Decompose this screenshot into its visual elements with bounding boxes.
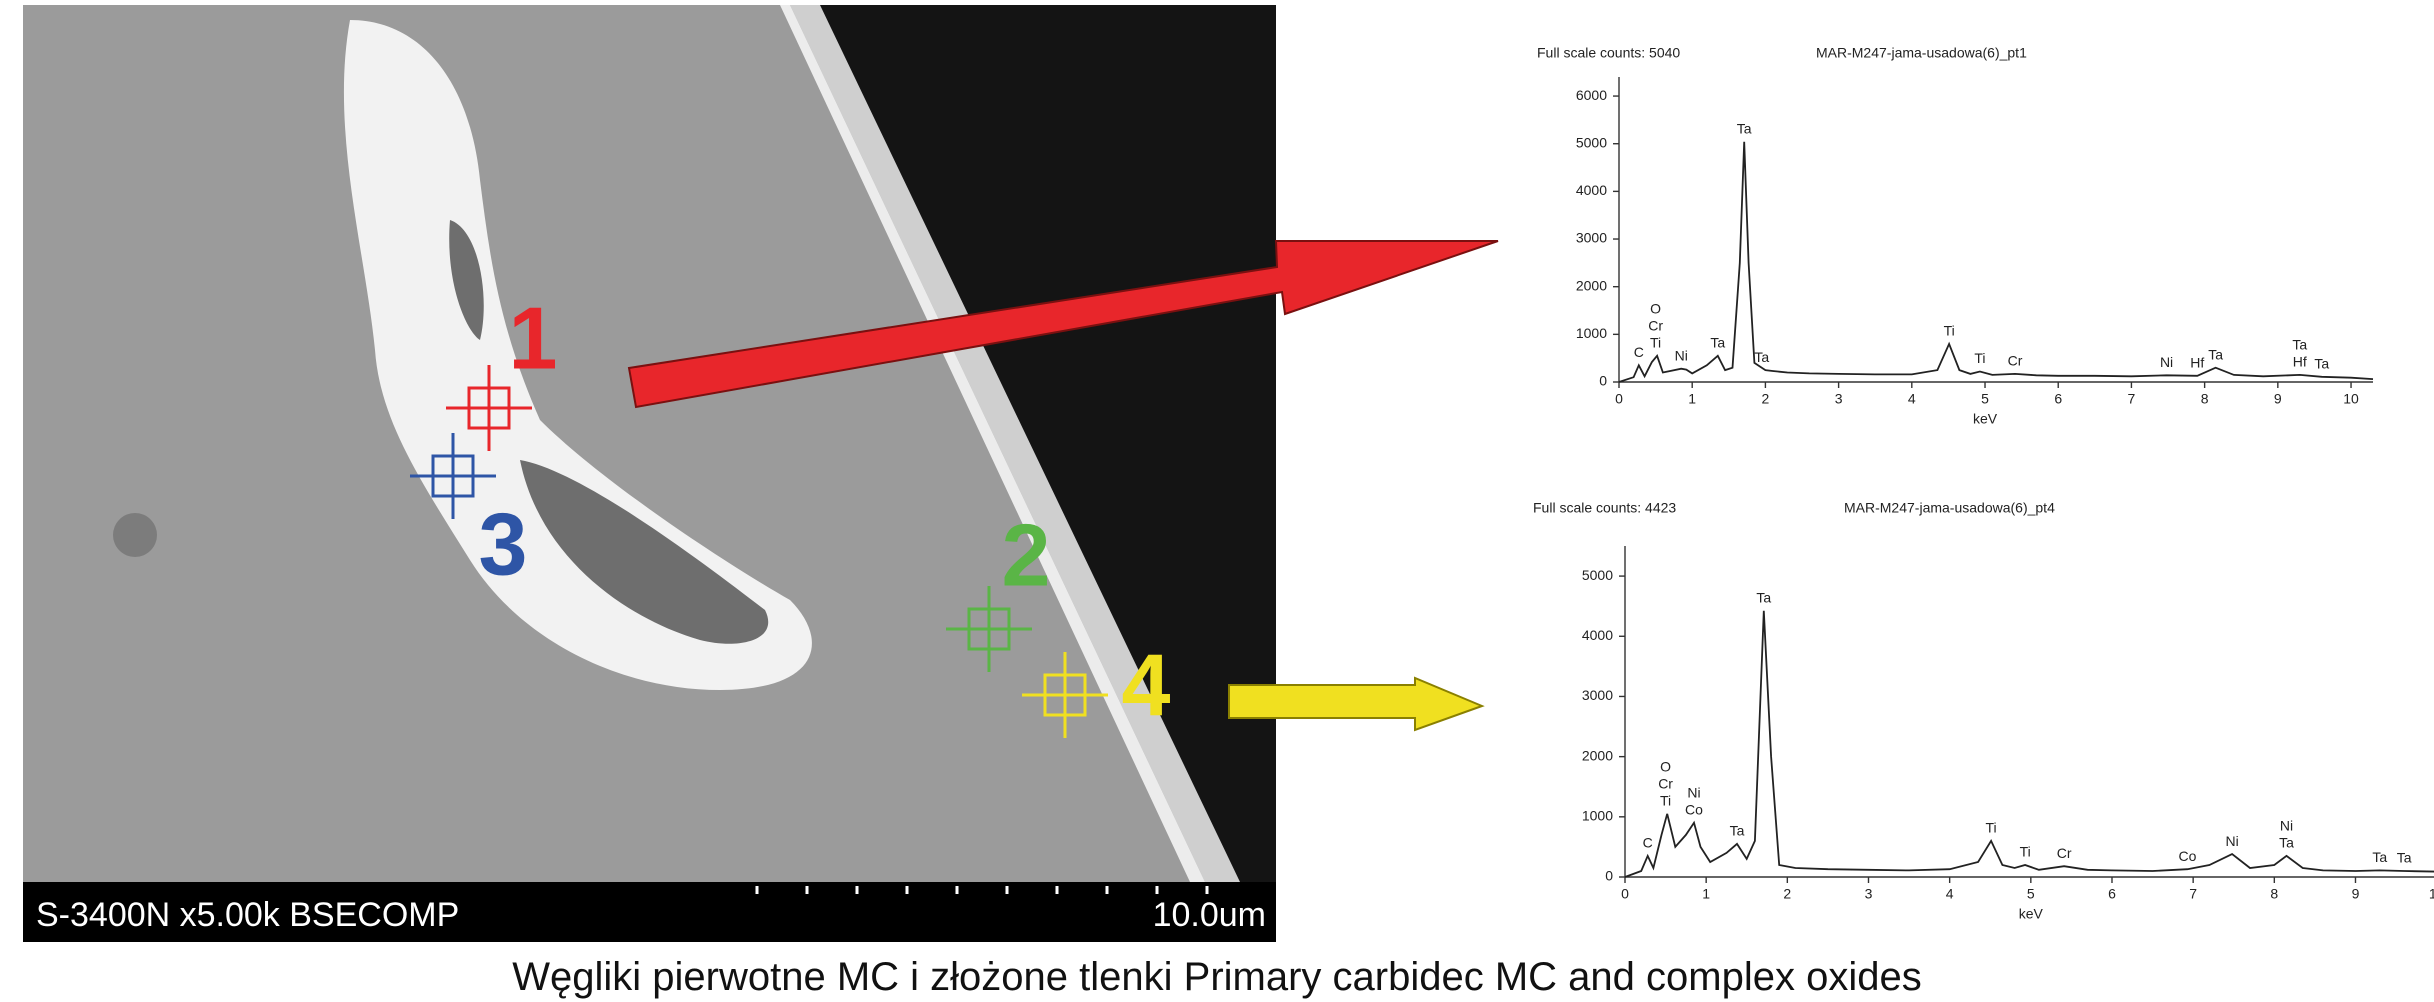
x-axis-label: keV xyxy=(1973,411,1998,427)
x-tick-label: 1 xyxy=(1688,391,1696,407)
peak-label: C xyxy=(1643,835,1653,851)
peak-label: Ta xyxy=(2372,849,2387,865)
point-label: 4 xyxy=(1122,635,1171,734)
x-tick-label: 7 xyxy=(2189,886,2197,902)
x-tick-label: 1 xyxy=(1702,886,1710,902)
peak-label: Hf xyxy=(2190,355,2204,371)
y-tick-label: 1000 xyxy=(1576,325,1607,341)
peak-label: Cr xyxy=(2008,353,2023,369)
x-tick-label: 4 xyxy=(1946,886,1954,902)
chart-title: MAR-M247-jama-usadowa(6)_pt1 xyxy=(1816,45,2027,61)
peak-label: Ta xyxy=(2208,346,2223,362)
peak-label: Ta xyxy=(2397,850,2412,866)
x-tick-label: 3 xyxy=(1865,886,1873,902)
peak-label: Ti xyxy=(1944,323,1955,339)
caption: Węgliki pierwotne MC i złożone tlenki Pr… xyxy=(512,955,1921,999)
peak-label: Ti xyxy=(1650,334,1661,350)
peak-label: Ta xyxy=(1730,823,1745,839)
peak-label: Ni xyxy=(2280,818,2293,834)
peak-label: Co xyxy=(2179,848,2197,864)
peak-label: Ni xyxy=(1687,785,1700,801)
peak-label: Ti xyxy=(1985,820,1996,836)
x-tick-label: 9 xyxy=(2352,886,2360,902)
y-tick-label: 2000 xyxy=(1582,747,1613,763)
point-label: 3 xyxy=(479,494,528,593)
x-tick-label: 8 xyxy=(2201,391,2209,407)
peak-label: C xyxy=(1634,344,1644,360)
peak-label: Ni xyxy=(2160,354,2173,370)
peak-label: Ta xyxy=(2292,337,2307,353)
spectrum-line xyxy=(1625,611,2434,877)
full-scale-label: Full scale counts: 4423 xyxy=(1533,500,1676,516)
peak-label: Cr xyxy=(1658,776,1673,792)
y-tick-label: 2000 xyxy=(1576,277,1607,293)
x-tick-label: 0 xyxy=(1621,886,1629,902)
peak-label: Cr xyxy=(2057,845,2072,861)
point-label: 1 xyxy=(509,288,558,387)
peak-label: Ti xyxy=(1974,350,1985,366)
x-tick-label: 4 xyxy=(1908,391,1916,407)
x-tick-label: 2 xyxy=(1762,391,1770,407)
x-tick-label: 6 xyxy=(2054,391,2062,407)
y-tick-label: 3000 xyxy=(1582,687,1613,703)
scale-bar-label: 10.0um xyxy=(1153,896,1266,934)
x-tick-label: 0 xyxy=(1615,391,1623,407)
x-tick-label: 5 xyxy=(1981,391,1989,407)
peak-label: Ta xyxy=(1710,334,1725,350)
peak-label: Ta xyxy=(2314,355,2329,371)
peak-label: Ti xyxy=(2020,844,2031,860)
peak-label: Cr xyxy=(1648,317,1663,333)
peak-label: Hf xyxy=(2293,354,2307,370)
y-tick-label: 4000 xyxy=(1576,182,1607,198)
y-tick-label: 5000 xyxy=(1582,567,1613,583)
y-tick-label: 3000 xyxy=(1576,230,1607,246)
x-tick-label: 7 xyxy=(2128,391,2136,407)
x-tick-label: 5 xyxy=(2027,886,2035,902)
peak-label: O xyxy=(1660,759,1671,775)
sem-info: S-3400N x5.00k BSECOMP xyxy=(36,896,459,934)
y-tick-label: 6000 xyxy=(1576,87,1607,103)
x-tick-label: 6 xyxy=(2108,886,2116,902)
x-tick-label: 10 xyxy=(2429,886,2434,902)
peak-label: Ni xyxy=(2225,833,2238,849)
point-label: 2 xyxy=(1002,505,1051,604)
peak-label: Ti xyxy=(1660,793,1671,809)
peak-label: Ta xyxy=(1737,121,1752,137)
spectrum-line xyxy=(1619,142,2373,382)
peak-label: O xyxy=(1650,300,1661,316)
y-tick-label: 5000 xyxy=(1576,134,1607,150)
sem-spot xyxy=(113,513,157,557)
x-tick-label: 2 xyxy=(1783,886,1791,902)
figure: S-3400N x5.00k BSECOMP 10.0um 1 2 3 4 Wę… xyxy=(0,0,2434,1002)
x-tick-label: 8 xyxy=(2270,886,2278,902)
x-tick-label: 10 xyxy=(2343,391,2359,407)
peak-label: Ta xyxy=(1756,590,1771,606)
y-tick-label: 0 xyxy=(1599,373,1607,389)
x-tick-label: 9 xyxy=(2274,391,2282,407)
full-scale-label: Full scale counts: 5040 xyxy=(1537,45,1680,61)
micrograph: S-3400N x5.00k BSECOMP 10.0um 1 2 3 4 xyxy=(23,5,1276,942)
y-tick-label: 0 xyxy=(1605,868,1613,884)
y-tick-label: 4000 xyxy=(1582,627,1613,643)
x-tick-label: 3 xyxy=(1835,391,1843,407)
chart-title: MAR-M247-jama-usadowa(6)_pt4 xyxy=(1844,500,2055,516)
y-tick-label: 1000 xyxy=(1582,808,1613,824)
peak-label: Ni xyxy=(1675,347,1688,363)
peak-label: Ta xyxy=(1754,349,1769,365)
peak-label: Ta xyxy=(2279,835,2294,851)
x-axis-label: keV xyxy=(2019,906,2044,922)
peak-label: Co xyxy=(1685,802,1703,818)
